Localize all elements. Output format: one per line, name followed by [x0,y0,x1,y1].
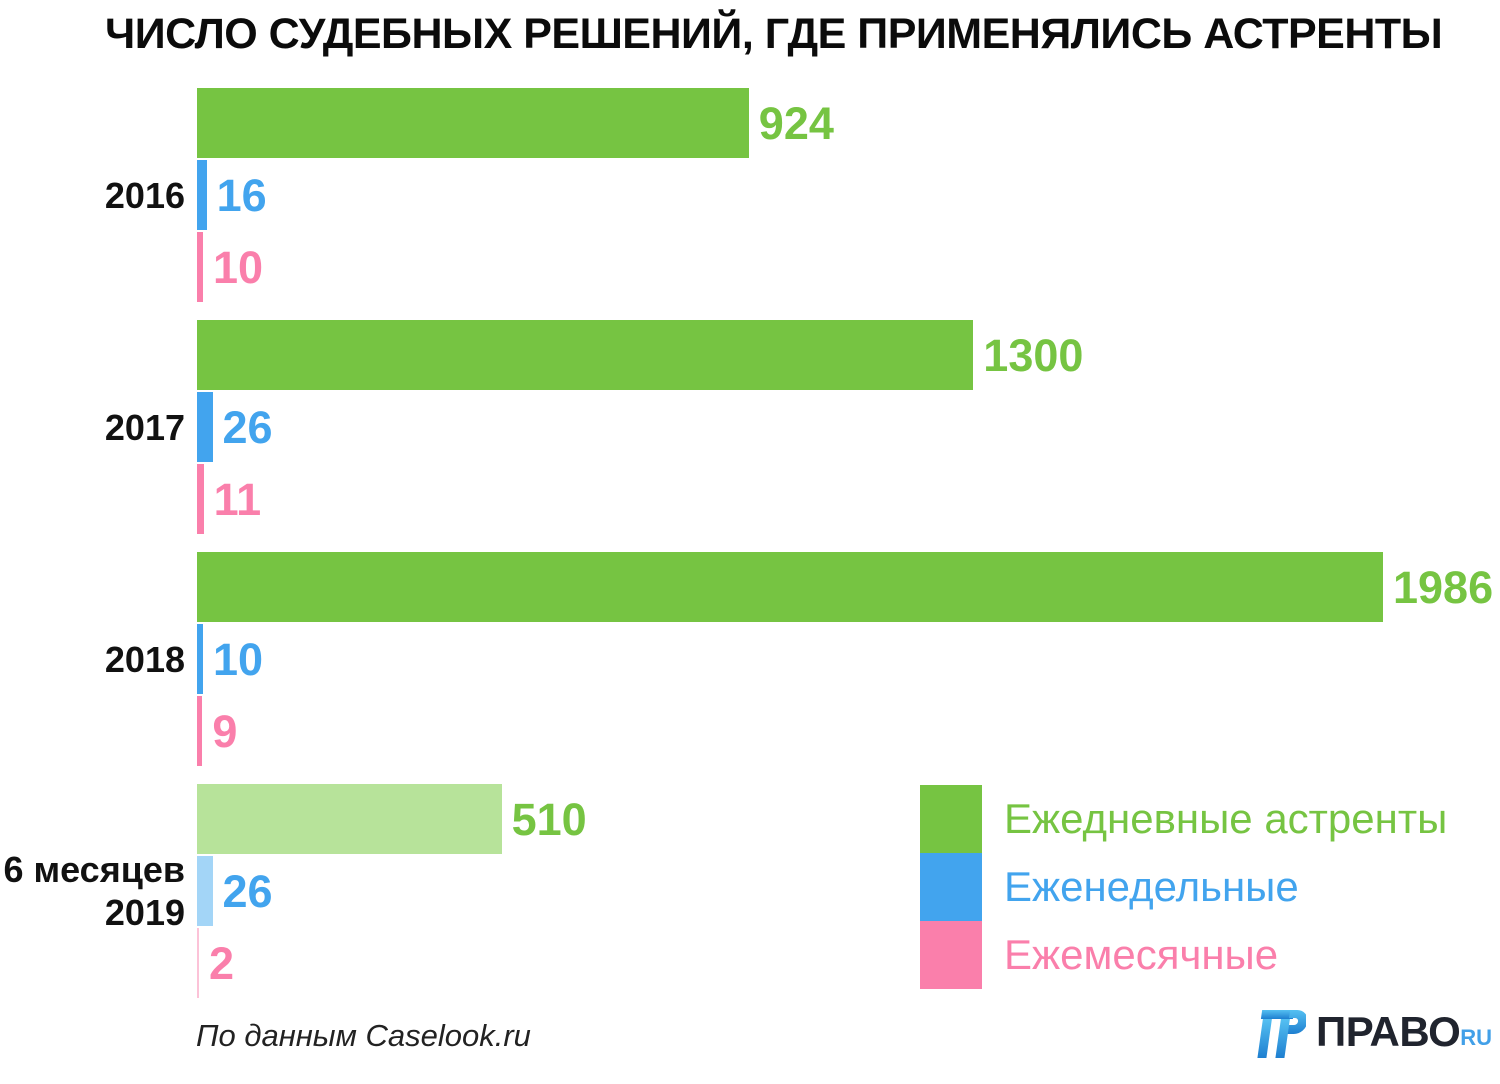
bar-row: 11 [197,464,1500,534]
bar-value-label: 26 [222,865,273,917]
bar-row: 10 [197,232,1500,302]
bar [197,88,749,158]
bar-value-label: 10 [213,633,264,685]
category-label: 2018 [104,638,185,680]
bar [197,856,213,926]
bar-row: 26 [197,856,1500,926]
legend: Ежедневные астренты Еженедельные Ежемесячн… [920,785,1447,989]
legend-label: Ежемесячные [1004,931,1279,978]
bar-value-label: 26 [222,401,273,453]
bar [197,624,203,694]
legend-swatch [920,785,982,853]
bars-column: 924 16 10 [197,88,1500,302]
bar-row: 1986 [197,552,1500,622]
bar-value-label: 10 [213,241,264,293]
legend-row: Еженедельные [920,853,1447,921]
bar-row: 510 [197,784,1500,854]
bar-value-label: 1986 [1393,561,1494,613]
bar-group: 2016 924 16 10 [0,88,1500,302]
bar-value-label: 1300 [983,329,1084,381]
bar [197,464,204,534]
bar [197,160,207,230]
bar [197,392,213,462]
category-label: 2017 [104,406,185,448]
bar-row: 2 [197,928,1500,998]
pravo-logo: ПРАВОRU [1252,1004,1492,1060]
legend-swatch [920,853,982,921]
bar-value-label: 510 [511,793,587,845]
legend-label: Еженедельные [1004,863,1299,910]
pravo-logo-ru: RU [1460,1025,1493,1050]
bar-group: 6 месяцев 2019 510 26 2 [0,784,1500,998]
bars-column: 1986 10 9 [197,552,1500,766]
bar-row: 26 [197,392,1500,462]
bar [197,552,1383,622]
source-note: По данным Caselook.ru [196,1018,531,1053]
bar [197,696,203,766]
legend-row: Ежемесячные [920,921,1447,989]
bars-column: 510 26 2 [197,784,1500,998]
pravo-logo-text: ПРАВОRU [1316,1004,1492,1060]
pravo-logo-word: ПРАВО [1316,1008,1461,1055]
bar-group: 2017 1300 26 11 [0,320,1500,534]
bar-value-label: 9 [212,705,238,757]
category-label: 2016 [104,174,185,216]
bar [197,232,203,302]
bar-row: 1300 [197,320,1500,390]
legend-label: Ежедневные астренты [1004,795,1448,842]
bar-value-label: 16 [216,169,267,221]
chart-title: ЧИСЛО СУДЕБНЫХ РЕШЕНИЙ, ГДЕ ПРИМЕНЯЛИСЬ … [105,10,1443,58]
bar-value-label: 11 [213,473,262,525]
bar [197,320,974,390]
category-label: 6 месяцев 2019 [3,849,185,933]
bar-row: 924 [197,88,1500,158]
legend-swatch [920,921,982,989]
bars-column: 1300 26 11 [197,320,1500,534]
pravo-logo-icon [1257,1010,1306,1058]
bar-value-label: 2 [209,937,235,989]
bar [197,928,199,998]
bar-group: 2018 1986 10 9 [0,552,1500,766]
bar-value-label: 924 [758,97,834,149]
bar-row: 9 [197,696,1500,766]
legend-row: Ежедневные астренты [920,785,1447,853]
bar [197,784,502,854]
bar-row: 16 [197,160,1500,230]
bar-chart: 2016 924 16 10 2017 1300 26 11 2018 1986 10 9 6 меся… [0,88,1500,1016]
bar-row: 10 [197,624,1500,694]
